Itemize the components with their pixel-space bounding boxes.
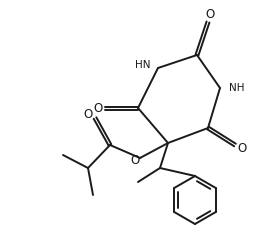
Text: NH: NH — [229, 83, 245, 93]
Text: O: O — [93, 101, 103, 114]
Text: O: O — [205, 9, 215, 21]
Text: O: O — [130, 154, 140, 168]
Text: HN: HN — [134, 60, 150, 70]
Text: O: O — [237, 142, 247, 154]
Text: O: O — [84, 109, 93, 122]
